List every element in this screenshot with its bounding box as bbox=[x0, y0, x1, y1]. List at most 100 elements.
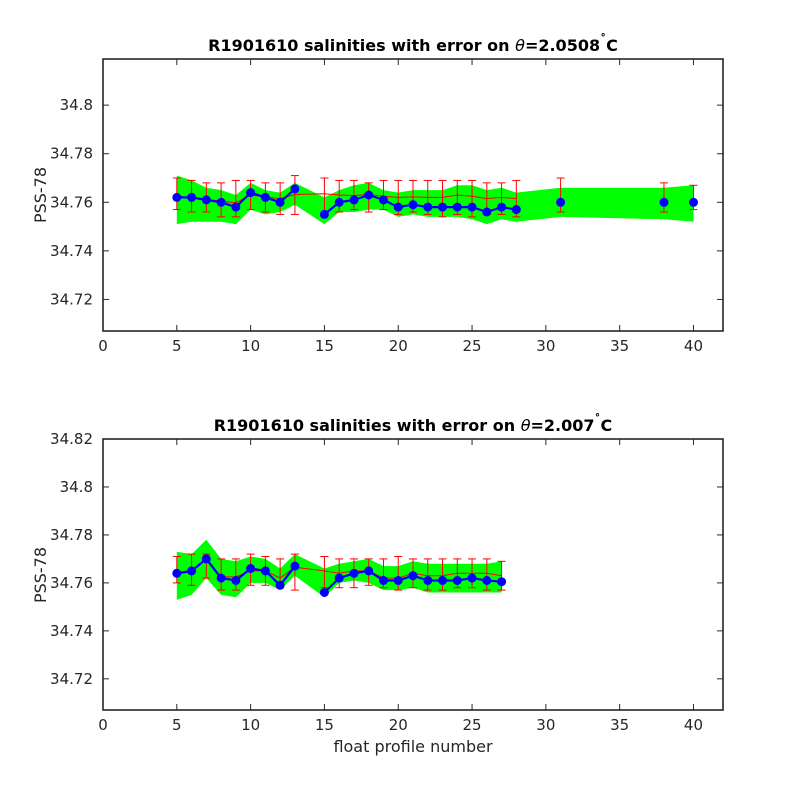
top-x-tick-label-7: 35 bbox=[610, 337, 629, 355]
bottom-title-prefix: R1901610 salinities with error on bbox=[214, 416, 521, 435]
top-y-tick-label-1: 34.74 bbox=[50, 242, 93, 260]
top-chart-title: R1901610 salinities with error on θ=2.05… bbox=[208, 32, 618, 55]
top-y-axis-label: PSS-78 bbox=[31, 167, 50, 223]
top-chart-panel: R1901610 salinities with error on θ=2.05… bbox=[31, 32, 724, 355]
bottom-x-tick-label-8: 40 bbox=[684, 716, 703, 734]
bottom-chart-panel: R1901610 salinities with error on θ=2.00… bbox=[31, 412, 724, 756]
bottom-chart-title: R1901610 salinities with error on θ=2.00… bbox=[214, 412, 613, 435]
top-float-point-1-7 bbox=[423, 202, 433, 212]
bottom-float-point-0-5 bbox=[246, 564, 256, 573]
top-float-point-0-7 bbox=[275, 197, 285, 207]
bottom-title-value: =2.007 bbox=[531, 416, 595, 435]
top-x-tick-label-3: 15 bbox=[315, 337, 334, 355]
bottom-float-point-1-2 bbox=[349, 568, 359, 578]
top-float-point-0-1 bbox=[187, 192, 197, 202]
bottom-float-point-1-3 bbox=[364, 566, 374, 576]
bottom-y-tick-label-3: 34.78 bbox=[50, 526, 93, 544]
top-float-point-0-2 bbox=[201, 195, 211, 205]
bottom-float-point-1-8 bbox=[438, 576, 447, 585]
top-float-point-1-3 bbox=[364, 190, 374, 200]
bottom-x-tick-label-3: 15 bbox=[315, 716, 334, 734]
bottom-y-tick-label-2: 34.76 bbox=[50, 574, 93, 592]
bottom-float-point-1-1 bbox=[334, 573, 344, 583]
bottom-x-tick-label-1: 5 bbox=[172, 716, 182, 734]
bottom-x-tick-label-4: 20 bbox=[389, 716, 408, 734]
bottom-float-salinity-series bbox=[172, 554, 507, 597]
bottom-x-tick-label-2: 10 bbox=[241, 716, 260, 734]
top-x-tick-label-2: 10 bbox=[241, 337, 260, 355]
top-float-point-0-8 bbox=[290, 184, 300, 194]
bottom-float-point-1-9 bbox=[452, 576, 462, 585]
bottom-x-tick-label-5: 25 bbox=[463, 716, 482, 734]
top-title-degree: ˚ bbox=[600, 32, 606, 47]
bottom-float-point-0-4 bbox=[231, 576, 241, 585]
bottom-float-point-1-0 bbox=[319, 588, 329, 597]
top-title-unit: C bbox=[606, 36, 618, 55]
top-float-point-0-5 bbox=[246, 188, 256, 198]
bottom-axes: 0 5 10 15 20 25 30 35 40 34.72 34.74 34.76 34.78 34.8… bbox=[50, 430, 724, 734]
bottom-y-tick-label-1: 34.74 bbox=[50, 622, 93, 640]
top-float-point-0-3 bbox=[216, 197, 226, 207]
top-float-point-0-0 bbox=[172, 192, 182, 202]
bottom-float-point-1-12 bbox=[497, 577, 507, 587]
bottom-float-point-1-7 bbox=[423, 576, 433, 585]
top-float-point-0-4 bbox=[231, 202, 241, 212]
bottom-float-point-1-4 bbox=[379, 576, 388, 585]
top-float-point-1-12 bbox=[497, 202, 507, 212]
top-float-point-1-13 bbox=[511, 205, 521, 215]
top-float-point-1-4 bbox=[379, 195, 388, 205]
bottom-float-point-0-3 bbox=[216, 573, 226, 583]
top-x-tick-label-1: 5 bbox=[172, 337, 182, 355]
top-float-point-1-0 bbox=[319, 209, 329, 219]
top-float-point-1-9 bbox=[452, 202, 462, 212]
top-title-value: =2.0508 bbox=[525, 36, 600, 55]
bottom-float-point-0-2 bbox=[201, 554, 211, 564]
top-float-point-0-6 bbox=[260, 192, 270, 202]
bottom-title-theta: θ bbox=[521, 416, 531, 435]
bottom-float-point-0-0 bbox=[172, 568, 182, 578]
bottom-x-tick-label-0: 0 bbox=[98, 716, 108, 734]
top-y-tick-label-2: 34.76 bbox=[50, 193, 93, 211]
bottom-float-point-1-10 bbox=[467, 573, 477, 583]
top-x-tick-label-5: 25 bbox=[463, 337, 482, 355]
top-axes-box bbox=[102, 58, 724, 332]
bottom-title-degree: ˚ bbox=[595, 412, 601, 427]
top-x-tick-label-4: 20 bbox=[389, 337, 408, 355]
top-x-tick-label-0: 0 bbox=[98, 337, 108, 355]
top-y-tick-label-3: 34.78 bbox=[50, 145, 93, 163]
bottom-x-tick-label-6: 30 bbox=[536, 716, 555, 734]
bottom-float-point-0-6 bbox=[260, 566, 270, 576]
top-title-prefix: R1901610 salinities with error on bbox=[208, 36, 515, 55]
top-float-point-1-6 bbox=[408, 200, 418, 210]
top-x-tick-label-8: 40 bbox=[684, 337, 703, 355]
top-float-point-1-8 bbox=[438, 202, 447, 212]
top-x-tick-label-6: 30 bbox=[536, 337, 555, 355]
bottom-mapped-line bbox=[176, 558, 502, 579]
bottom-float-point-1-6 bbox=[408, 571, 418, 581]
top-y-tick-label-0: 34.72 bbox=[50, 290, 93, 308]
bottom-float-point-1-11 bbox=[482, 576, 492, 585]
top-float-point-2-2 bbox=[689, 197, 698, 207]
bottom-float-point-0-7 bbox=[275, 580, 285, 590]
top-float-point-1-10 bbox=[467, 202, 477, 212]
top-float-point-1-11 bbox=[482, 207, 492, 217]
top-y-tick-label-4: 34.8 bbox=[60, 96, 93, 114]
top-float-point-2-1 bbox=[659, 197, 669, 207]
bottom-axes-box bbox=[102, 438, 724, 711]
bottom-float-point-0-1 bbox=[187, 566, 197, 576]
bottom-x-axis-label: float profile number bbox=[333, 737, 493, 756]
top-float-point-1-1 bbox=[334, 197, 344, 207]
bottom-float-point-1-5 bbox=[393, 576, 403, 585]
top-float-point-1-2 bbox=[349, 195, 359, 205]
top-float-salinity-series bbox=[172, 184, 698, 219]
bottom-y-tick-label-4: 34.8 bbox=[60, 478, 93, 496]
bottom-y-tick-label-0: 34.72 bbox=[50, 670, 93, 688]
bottom-x-tick-label-7: 35 bbox=[610, 716, 629, 734]
bottom-y-tick-label-5: 34.82 bbox=[50, 430, 93, 448]
bottom-float-point-0-8 bbox=[290, 561, 300, 571]
bottom-title-unit: C bbox=[601, 416, 613, 435]
top-float-point-2-0 bbox=[556, 197, 566, 207]
top-axes: 0 5 10 15 20 25 30 35 40 34.72 34.74 34.76 34.78 34.8 bbox=[50, 58, 724, 355]
